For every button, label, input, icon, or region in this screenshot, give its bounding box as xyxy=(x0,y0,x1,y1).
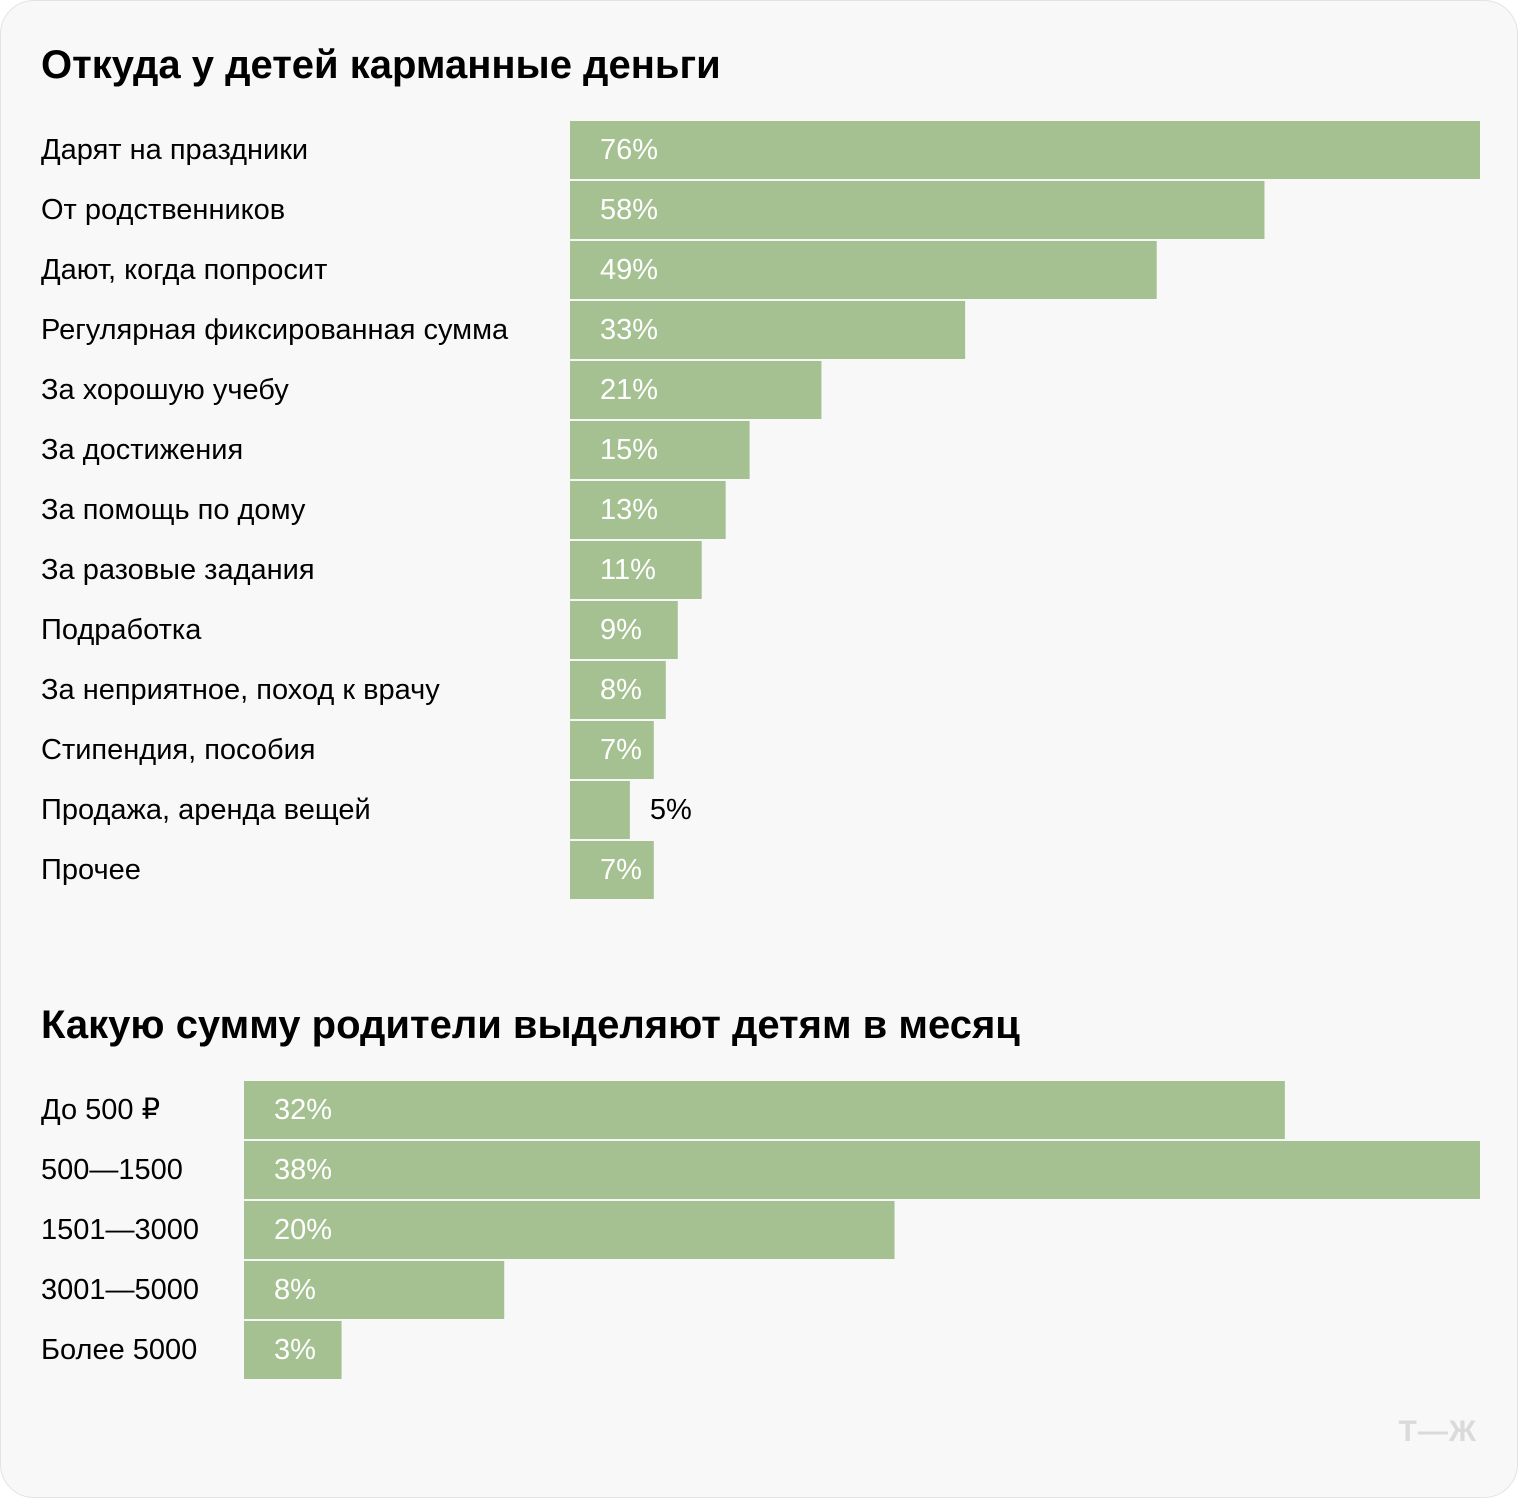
value-label: 8% xyxy=(274,1274,316,1306)
value-label: 76% xyxy=(600,134,658,166)
chart-title-sources: Откуда у детей карманные деньги xyxy=(41,43,721,87)
bar xyxy=(570,181,1265,239)
tj-logo: Т—Ж xyxy=(1398,1415,1477,1448)
category-label: За неприятное, поход к врачу xyxy=(41,674,440,706)
bar xyxy=(570,601,678,659)
value-label: 38% xyxy=(274,1154,332,1186)
bar xyxy=(570,781,630,839)
bar xyxy=(570,361,822,419)
category-label: За достижения xyxy=(41,434,243,466)
value-label: 21% xyxy=(600,374,658,406)
category-label: Более 5000 xyxy=(41,1334,197,1366)
bar xyxy=(570,241,1157,299)
value-label: 32% xyxy=(274,1094,332,1126)
category-label: За хорошую учебу xyxy=(41,374,289,406)
category-label: До 500 ₽ xyxy=(41,1094,160,1126)
value-label: 9% xyxy=(600,614,642,646)
bar xyxy=(244,1321,342,1379)
category-label: Регулярная фиксированная сумма xyxy=(41,314,509,346)
value-label: 15% xyxy=(600,434,658,466)
category-label: За помощь по дому xyxy=(41,494,306,526)
bar xyxy=(570,541,702,599)
monthly-amount-chart: До 500 ₽ 32% 500—1500 38% 1501—3000 20% 3001—5… xyxy=(41,1081,1480,1379)
bar xyxy=(570,301,966,359)
bar xyxy=(244,1141,1480,1199)
value-label: 7% xyxy=(600,854,642,886)
value-label: 58% xyxy=(600,194,658,226)
bar xyxy=(244,1261,505,1319)
value-label: 49% xyxy=(600,254,658,286)
category-label: Дают, когда попросит xyxy=(41,254,327,286)
chart-title-monthly-amount: Какую сумму родители выделяют детям в ме… xyxy=(41,1003,1020,1047)
category-label: Прочее xyxy=(41,854,141,886)
category-label: 1501—3000 xyxy=(41,1214,199,1246)
value-label: 13% xyxy=(600,494,658,526)
bar xyxy=(570,121,1480,179)
value-label: 11% xyxy=(600,554,656,586)
category-label: 3001—5000 xyxy=(41,1274,199,1306)
value-label: 7% xyxy=(600,734,642,766)
category-label: Подработка xyxy=(41,614,202,646)
bar xyxy=(570,721,654,779)
bar xyxy=(244,1201,895,1259)
bar xyxy=(244,1081,1285,1139)
value-label: 20% xyxy=(274,1214,332,1246)
category-label: От родственников xyxy=(41,194,285,226)
value-label: 8% xyxy=(600,674,642,706)
category-label: Стипендия, пособия xyxy=(41,734,316,766)
value-label: 33% xyxy=(600,314,658,346)
category-label: 500—1500 xyxy=(41,1154,183,1186)
value-label: 3% xyxy=(274,1334,316,1366)
bar xyxy=(570,661,666,719)
value-label: 5% xyxy=(650,794,692,826)
category-label: Продажа, аренда вещей xyxy=(41,794,371,826)
bar xyxy=(570,481,726,539)
bar xyxy=(570,421,750,479)
category-label: За разовые задания xyxy=(41,554,315,586)
bar xyxy=(570,841,654,899)
category-label: Дарят на праздники xyxy=(41,134,308,166)
pocket-money-sources-chart: Дарят на праздники 76% От родственников 58%… xyxy=(41,121,1480,899)
